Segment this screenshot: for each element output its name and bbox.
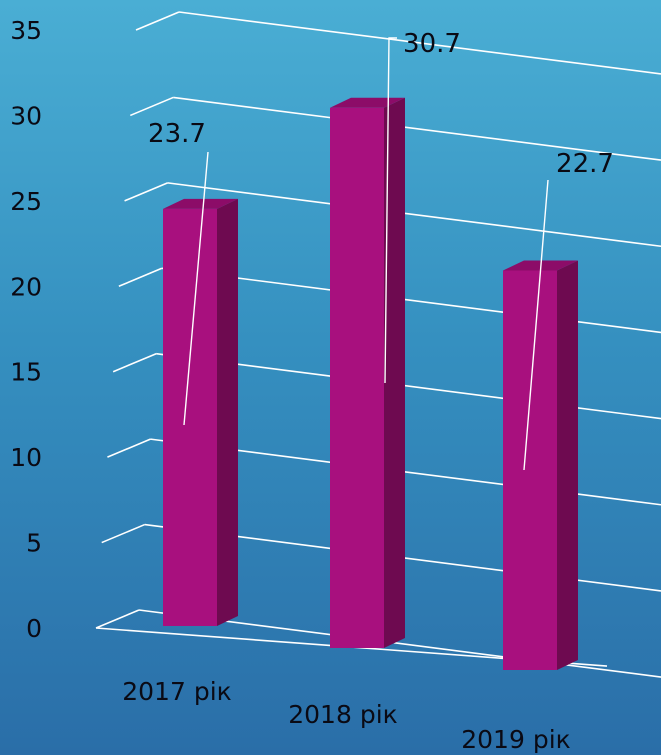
data-label-2: 22.7: [556, 149, 614, 179]
bar-top-0: [163, 198, 238, 209]
bar-side-0: [217, 198, 238, 626]
y-tick-label-15: 15: [10, 358, 42, 387]
bar-side-1: [384, 97, 405, 649]
x-category-label-0: 2017 рік: [122, 677, 232, 706]
y-tick-label-20: 20: [10, 272, 42, 301]
bar-1: [330, 107, 384, 649]
gridline-30: [173, 96, 661, 161]
gridline-front-0: [95, 609, 140, 629]
gridline-front-25: [124, 182, 168, 202]
y-tick-label-30: 30: [10, 101, 42, 130]
x-category-label-1: 2018 рік: [288, 700, 398, 729]
y-tick-label-10: 10: [10, 443, 42, 472]
data-label-0: 23.7: [148, 119, 206, 149]
gridline-25: [167, 182, 661, 248]
gridline-front-5: [101, 523, 146, 544]
data-label-1: 30.7: [403, 29, 461, 59]
bar-side-2: [557, 260, 578, 670]
bar-0: [163, 208, 217, 626]
y-tick-label-5: 5: [26, 529, 42, 558]
y-tick-label-25: 25: [10, 187, 42, 216]
gridline-35: [178, 11, 661, 75]
y-tick-label-0: 0: [26, 614, 42, 643]
gridline-front-20: [118, 267, 163, 288]
gridline-front-35: [135, 11, 180, 31]
y-tick-label-35: 35: [10, 16, 42, 45]
data-label-leader-2: [523, 179, 549, 471]
data-label-leader-1: [384, 37, 397, 384]
bar-top-1: [330, 97, 405, 108]
gridline-front-15: [112, 352, 157, 373]
data-label-leader-0: [183, 151, 209, 426]
x-category-label-2: 2019 рік: [461, 725, 571, 754]
bar-2: [503, 270, 557, 670]
gridline-front-30: [129, 96, 174, 117]
gridline-front-10: [107, 438, 151, 458]
